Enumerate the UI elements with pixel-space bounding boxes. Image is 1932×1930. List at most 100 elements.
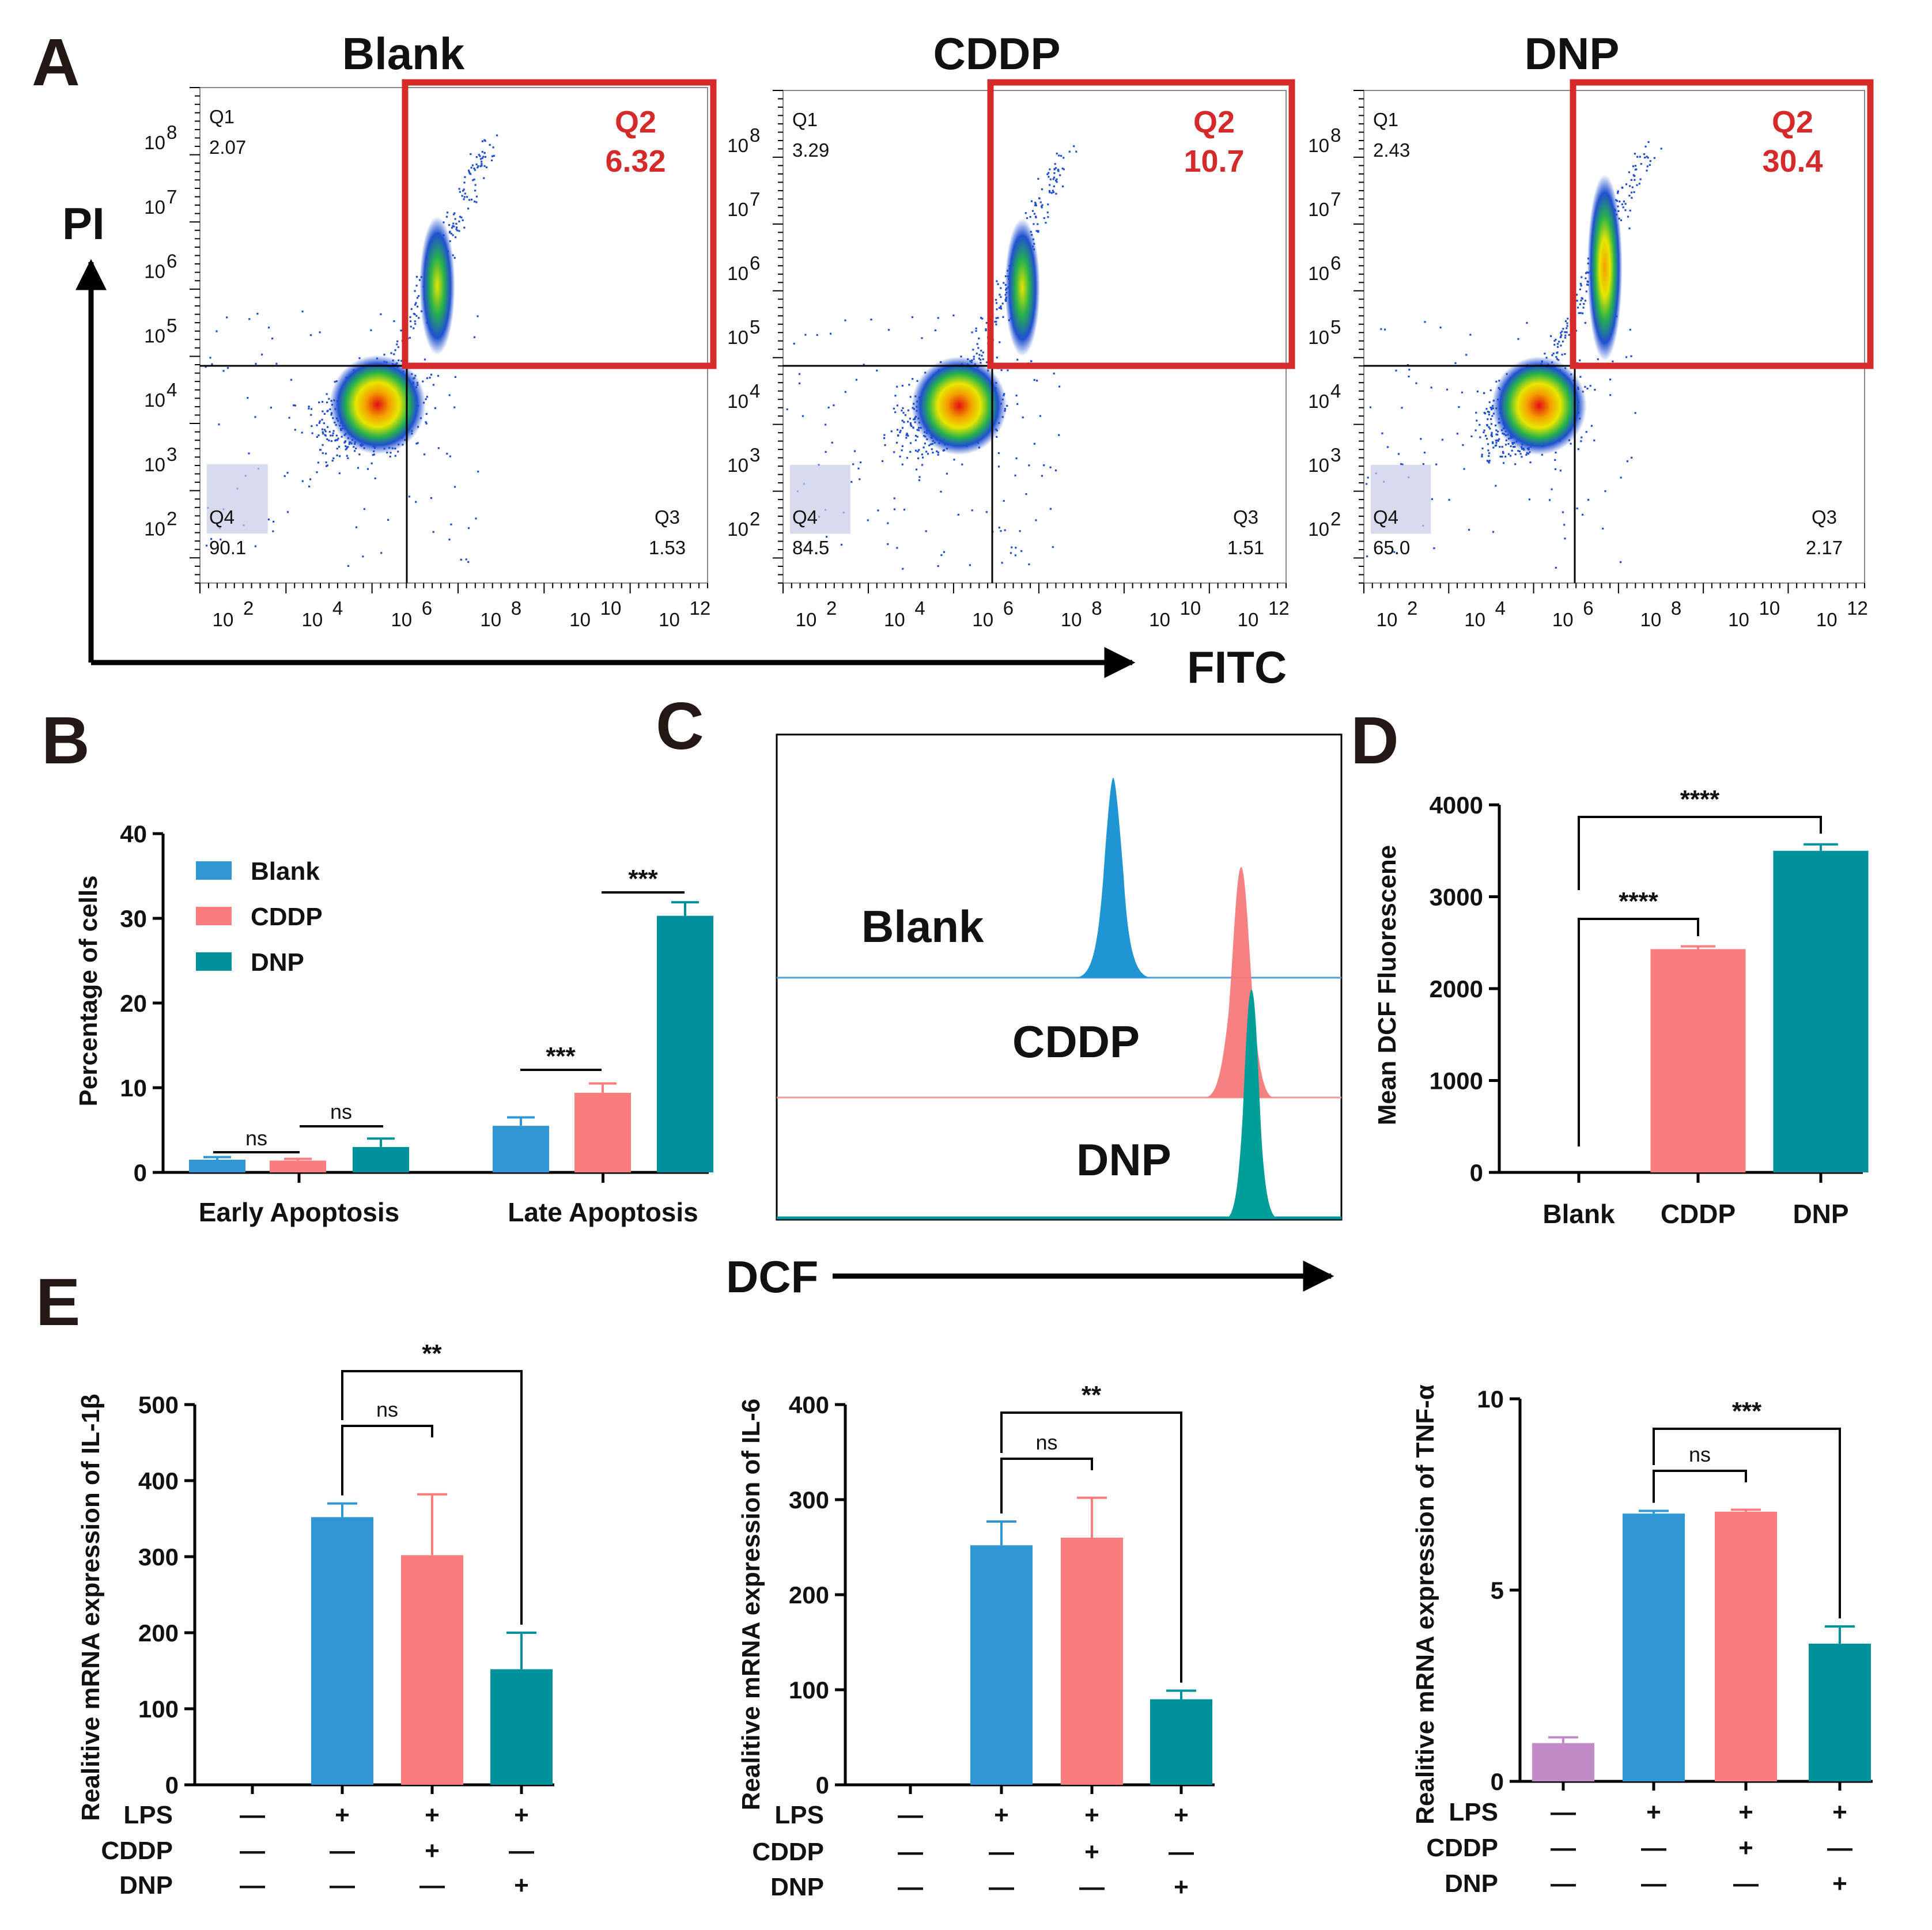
- x-tick-label: 10 10: [569, 597, 621, 630]
- event-dot: [827, 406, 830, 408]
- event-dot: [467, 561, 470, 563]
- event-dot: [325, 461, 327, 464]
- event-dot: [978, 354, 981, 356]
- event-dot: [294, 429, 296, 431]
- event-dot: [1498, 438, 1500, 440]
- x-tick-label: 10 8: [480, 597, 521, 630]
- x-tick-base: 10: [302, 609, 323, 630]
- event-dot: [1632, 165, 1635, 168]
- event-dot: [893, 451, 895, 453]
- event-dot: [867, 519, 869, 521]
- event-dot: [453, 257, 456, 259]
- event-dot: [909, 418, 912, 420]
- event-dot: [1384, 328, 1386, 331]
- event-dot: [829, 332, 832, 335]
- event-dot: [1509, 455, 1512, 457]
- q1-label: Q1: [1373, 109, 1398, 130]
- event-dot: [981, 354, 983, 357]
- event-dot: [997, 283, 999, 285]
- event-dot: [1036, 380, 1038, 382]
- event-dot: [1483, 431, 1485, 434]
- event-dot: [916, 436, 918, 438]
- event-dot: [323, 422, 325, 425]
- treatment-symbol: +: [1174, 1873, 1189, 1901]
- event-dot: [417, 305, 419, 308]
- treatment-symbol: +: [1832, 1870, 1847, 1898]
- y-tick-base: 10: [727, 391, 748, 412]
- event-dot: [921, 337, 923, 339]
- event-dot: [462, 190, 464, 192]
- event-dot: [1579, 312, 1582, 314]
- legend-swatch-blank: [196, 861, 232, 880]
- event-dot: [473, 336, 475, 338]
- treatment-symbol: —: [1551, 1870, 1576, 1898]
- event-dot: [1653, 157, 1655, 159]
- event-dot: [1052, 190, 1054, 192]
- event-dot: [914, 439, 917, 441]
- x-tick-label: 10 12: [1816, 597, 1868, 630]
- event-dot: [1039, 201, 1042, 203]
- event-dot: [1408, 369, 1411, 371]
- event-dot: [1454, 362, 1457, 364]
- panel-a-flow-cytometry: PI FITC BlankQ26.32Q12.07Q490.1Q31.53102…: [62, 28, 1874, 692]
- event-dot: [1579, 303, 1581, 305]
- event-dot: [1576, 300, 1578, 302]
- event-dot: [1000, 305, 1002, 308]
- event-dot: [906, 457, 909, 459]
- dcf-axis-label: DCF: [726, 1251, 818, 1302]
- event-dot: [1586, 387, 1589, 389]
- event-dot: [1636, 184, 1638, 186]
- y-tick-label: 10 4: [727, 380, 760, 412]
- event-dot: [448, 224, 451, 226]
- event-dot: [1624, 203, 1627, 205]
- event-dot: [937, 453, 939, 456]
- y-tick-base: 10: [727, 135, 748, 156]
- event-dot: [1458, 406, 1460, 408]
- event-dot: [899, 430, 902, 432]
- event-dot: [1555, 356, 1557, 358]
- event-dot: [1011, 546, 1013, 548]
- event-dot: [1597, 358, 1599, 361]
- event-dot: [318, 422, 320, 424]
- x-tick-base: 10: [213, 609, 234, 630]
- event-dot: [316, 424, 318, 426]
- event-dot: [894, 411, 897, 414]
- event-dot: [311, 432, 313, 434]
- event-dot: [1628, 171, 1630, 173]
- event-dot: [1624, 209, 1627, 211]
- event-dot: [1563, 524, 1566, 526]
- panel-b-ylabel: Percentage of cells: [74, 875, 103, 1106]
- event-dot: [1502, 452, 1504, 455]
- treatment-symbol: —: [1733, 1870, 1759, 1898]
- event-dot: [901, 384, 903, 387]
- event-dot: [863, 364, 865, 366]
- treatment-symbol: +: [1738, 1798, 1753, 1826]
- y-tick-label: 0: [134, 1159, 147, 1186]
- debris-region: [790, 464, 850, 534]
- event-dot: [267, 519, 270, 521]
- event-dot: [1401, 463, 1404, 466]
- event-dot: [1028, 464, 1030, 467]
- event-dot: [1050, 192, 1053, 194]
- event-dot: [1566, 327, 1568, 330]
- treatment-symbol: —: [240, 1837, 265, 1865]
- y-tick-label: 10 7: [727, 188, 760, 220]
- event-dot: [346, 455, 348, 457]
- event-dot: [345, 448, 347, 451]
- event-dot: [1046, 173, 1049, 175]
- event-dot: [475, 156, 478, 158]
- event-dot: [1556, 358, 1558, 360]
- event-dot: [985, 328, 987, 330]
- event-dot: [319, 449, 322, 451]
- treatment-row-label: LPS: [1449, 1798, 1498, 1826]
- event-dot: [389, 455, 391, 458]
- event-dot: [853, 450, 856, 452]
- event-dot: [418, 295, 420, 297]
- bar-blank-late: [493, 1126, 549, 1172]
- y-tick-base: 10: [144, 389, 165, 411]
- event-dot: [496, 134, 498, 137]
- event-dot: [1483, 429, 1485, 432]
- event-dot: [447, 211, 449, 214]
- event-dot: [1468, 529, 1470, 531]
- event-dot: [1489, 406, 1492, 408]
